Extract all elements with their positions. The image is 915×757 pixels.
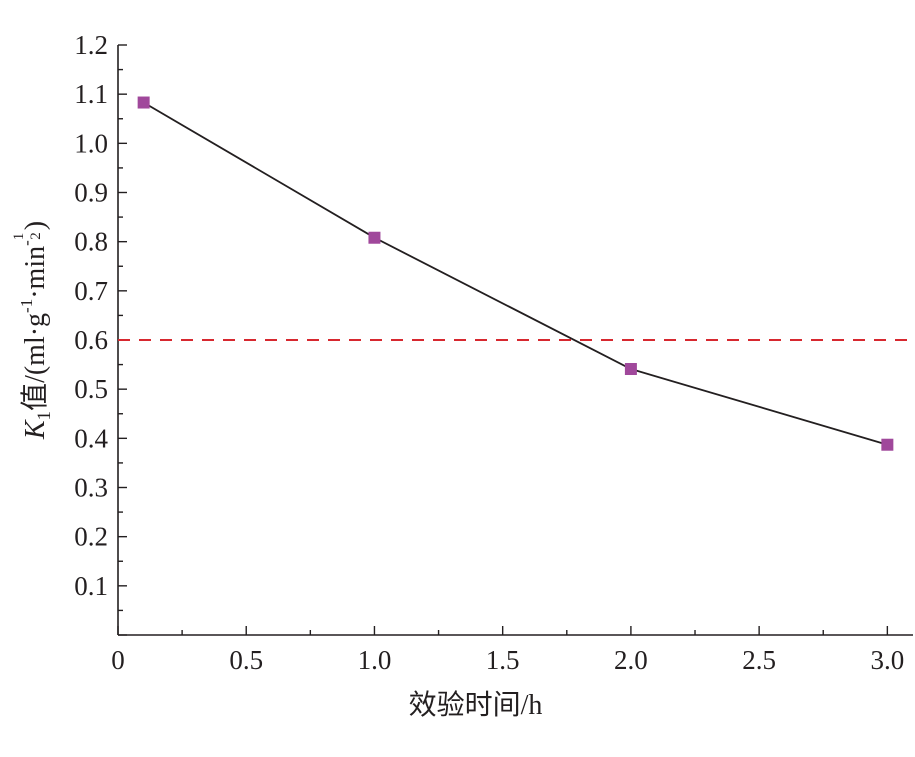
- series-layer: [137, 96, 894, 451]
- y-tick-label: 0.8: [74, 227, 108, 257]
- y-axis-title-exponent-2-denominator: 2: [28, 232, 44, 240]
- y-axis-title-middle: ·min: [20, 246, 51, 299]
- y-tick-label: 0.5: [74, 374, 108, 404]
- y-tick-label: 1.2: [74, 30, 108, 60]
- y-axis-title-subscript: 1: [34, 411, 55, 421]
- x-tick-label: 1.5: [486, 645, 520, 675]
- tick-labels: 0.1 0.2 0.3 0.4 0.5 0.6 0.7 0.8 0.9 1.0 1.1 1.2 0 0.5…: [74, 30, 904, 675]
- y-axis-title-exponent-2-numerator: 1: [11, 233, 27, 241]
- y-tick-label: 0.9: [74, 178, 108, 208]
- y-tick-label: 1.0: [74, 128, 108, 158]
- y-axis-title-variable: K: [20, 419, 51, 440]
- data-point-marker: [368, 231, 381, 244]
- y-tick-label: 0.6: [74, 325, 108, 355]
- x-tick-label: 1.0: [358, 645, 392, 675]
- y-axis-title-text: 值/(ml·g: [19, 313, 51, 411]
- x-axis-title: 效验时间/h: [409, 689, 543, 721]
- y-tick-label: 0.3: [74, 473, 108, 503]
- y-tick-label: 1.1: [74, 79, 108, 109]
- y-tick-label: 0.2: [74, 522, 108, 552]
- y-axis-title-exponent-2-sign: -: [17, 240, 36, 246]
- x-tick-label: 0: [111, 645, 125, 675]
- x-tick-label: 3.0: [870, 645, 904, 675]
- y-axis-title: K1值/(ml·g-1·min-12): [11, 221, 55, 440]
- x-tick-label: 2.0: [614, 645, 648, 675]
- y-tick-label: 0.4: [74, 423, 108, 453]
- y-tick-label: 0.1: [74, 571, 108, 601]
- data-point-marker: [881, 438, 894, 451]
- x-tick-label: 2.5: [742, 645, 776, 675]
- data-point-marker: [624, 363, 637, 376]
- svg-text:K1值/(ml·g-1·min-12): K1值/(ml·g-1·min-12): [11, 221, 55, 440]
- data-point-marker: [137, 96, 150, 109]
- y-axis-title-close: ): [20, 221, 51, 230]
- series-line: [143, 101, 888, 446]
- x-tick-label: 0.5: [229, 645, 263, 675]
- y-axis-title-exponent-1: -1: [17, 299, 36, 313]
- y-tick-label: 0.7: [74, 276, 108, 306]
